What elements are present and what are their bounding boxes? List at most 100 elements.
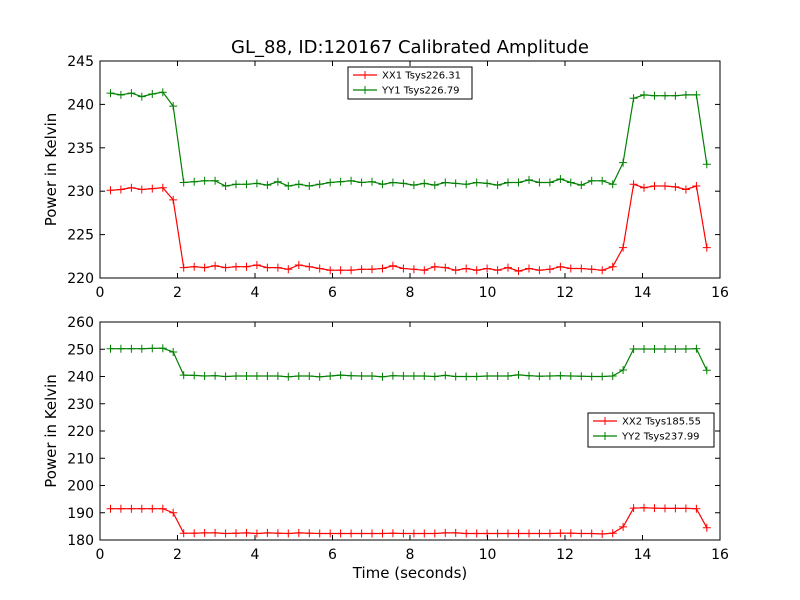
data-point	[106, 504, 115, 513]
data-point	[661, 504, 669, 513]
data-point	[200, 176, 209, 185]
data-point	[462, 372, 471, 381]
data-point	[190, 529, 199, 538]
data-point	[127, 183, 136, 192]
data-point	[305, 372, 314, 380]
data-point	[326, 529, 335, 538]
data-point	[232, 372, 240, 380]
data-point	[556, 529, 565, 538]
data-point	[556, 175, 565, 183]
data-point	[420, 529, 429, 538]
data-point	[221, 529, 230, 538]
data-point	[252, 261, 261, 269]
data-point	[148, 90, 157, 98]
data-point	[127, 504, 136, 513]
data-point	[430, 181, 439, 190]
data-point	[692, 90, 701, 99]
x-tick-label: 6	[328, 285, 337, 301]
data-point	[472, 266, 481, 275]
data-point	[629, 94, 638, 103]
data-point	[200, 528, 209, 537]
data-point	[441, 371, 450, 380]
data-point	[493, 372, 502, 380]
data-point	[681, 345, 690, 353]
data-point	[535, 266, 544, 275]
data-point	[116, 344, 125, 353]
data-point	[273, 372, 282, 380]
series-line-2	[110, 91, 708, 187]
data-point	[326, 372, 335, 380]
data-point	[148, 344, 157, 353]
data-point	[451, 266, 460, 275]
data-point	[200, 263, 209, 272]
data-point	[619, 158, 628, 167]
data-point	[566, 372, 575, 380]
data-point	[263, 263, 272, 272]
x-tick-label: 2	[173, 547, 182, 563]
legend-box	[587, 412, 715, 448]
data-point	[661, 345, 669, 353]
data-point	[598, 176, 607, 185]
data-point	[545, 265, 554, 274]
data-point	[169, 348, 178, 356]
y-tick-label: 180	[67, 533, 94, 549]
data-point	[357, 529, 366, 538]
data-point	[127, 344, 136, 353]
data-point	[137, 185, 146, 194]
data-point	[462, 529, 471, 538]
data-point	[158, 344, 167, 353]
y-tick-label: 240	[67, 97, 94, 113]
data-point	[681, 185, 690, 194]
data-point	[556, 371, 565, 380]
data-point	[336, 266, 345, 275]
data-point	[430, 262, 439, 271]
data-point	[378, 264, 387, 273]
legend-label: XX1 Tsys226.31	[382, 71, 461, 82]
data-point	[169, 508, 178, 517]
data-point	[294, 528, 303, 537]
data-point	[284, 265, 293, 274]
data-point	[127, 89, 136, 98]
data-point	[692, 344, 701, 353]
data-point	[211, 528, 220, 537]
data-point	[294, 261, 303, 269]
data-point	[409, 181, 418, 190]
y-tick-label: 225	[67, 228, 94, 244]
data-point	[106, 186, 115, 195]
data-point	[263, 181, 272, 190]
y-axis-label: Power in Kelvin	[42, 113, 60, 227]
bottom-panel: 0 2 4 6 8 10 12 14 16 180 190 200 210 220 230 240 250 260…	[42, 315, 729, 563]
data-point	[148, 184, 157, 193]
data-point	[211, 261, 220, 270]
data-point	[263, 372, 272, 380]
data-point	[702, 366, 711, 375]
data-point	[200, 372, 209, 380]
data-point	[545, 178, 554, 187]
data-point	[702, 160, 711, 169]
top-panel: 0 2 4 6 8 10 12 14 16 220 225 230 235 240 245 Power in …	[42, 54, 729, 301]
data-point	[305, 182, 314, 190]
x-tick-label: 10	[479, 547, 497, 563]
x-tick-label: 16	[711, 285, 729, 301]
data-point	[252, 179, 261, 188]
data-point	[232, 180, 240, 189]
data-point	[472, 372, 481, 381]
data-point	[137, 504, 146, 513]
x-tick-label: 12	[556, 547, 574, 563]
data-point	[514, 529, 523, 538]
data-point	[347, 371, 356, 380]
data-point	[273, 263, 282, 272]
data-point	[619, 522, 628, 531]
y-tick-label: 250	[67, 342, 94, 358]
legend-box	[347, 66, 473, 100]
y-tick-label: 220	[67, 271, 94, 287]
x-tick-label: 14	[634, 285, 652, 301]
data-point	[640, 90, 648, 99]
data-point	[221, 182, 230, 190]
data-point	[420, 179, 429, 188]
data-point	[629, 345, 638, 353]
data-point	[598, 530, 607, 538]
data-point	[284, 182, 293, 190]
data-point	[315, 264, 324, 273]
data-point	[368, 372, 376, 380]
